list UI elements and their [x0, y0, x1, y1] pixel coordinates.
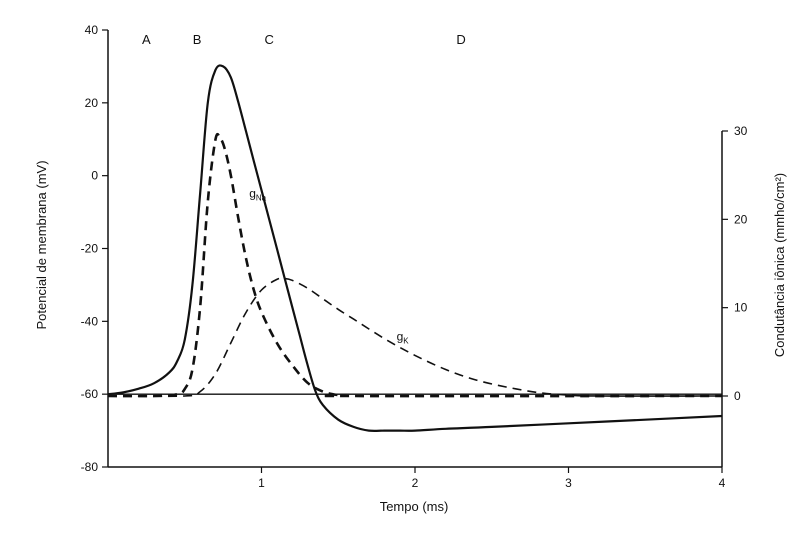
left-y-tick-label: 0 [91, 169, 98, 183]
phase-label: B [193, 32, 202, 47]
right-y-tick-label: 30 [734, 124, 748, 138]
gk-conductance-line [107, 277, 723, 398]
left-y-tick-label: -20 [81, 242, 99, 256]
x-tick-label: 3 [565, 476, 572, 490]
phase-label: A [142, 32, 151, 47]
series-layer [107, 64, 723, 432]
x-axis-title: Tempo (ms) [380, 499, 449, 514]
left-y-tick-label: 40 [85, 23, 99, 37]
left-y-tick-label: -60 [81, 387, 99, 401]
x-tick-label: 1 [258, 476, 265, 490]
right-y-tick-label: 0 [734, 389, 741, 403]
series-label-na: gNa [249, 186, 266, 202]
phase-label: C [264, 32, 273, 47]
series-label-k: gK [397, 329, 410, 345]
phase-label: D [456, 32, 465, 47]
x-tick-label: 4 [719, 476, 726, 490]
left-y-tick-label: 20 [85, 96, 99, 110]
gna-conductance-line [107, 132, 723, 398]
left-y-axis-title: Potencial de membrana (mV) [34, 160, 49, 329]
left-y-tick-label: -40 [81, 314, 99, 328]
right-y-axis-title: Condutância iônica (mmho/cm²) [772, 173, 787, 357]
right-y-tick-label: 20 [734, 212, 748, 226]
membrane-potential-line [107, 64, 723, 432]
right-y-tick-label: 10 [734, 301, 748, 315]
left-y-tick-label: -80 [81, 460, 99, 474]
x-tick-label: 2 [412, 476, 419, 490]
